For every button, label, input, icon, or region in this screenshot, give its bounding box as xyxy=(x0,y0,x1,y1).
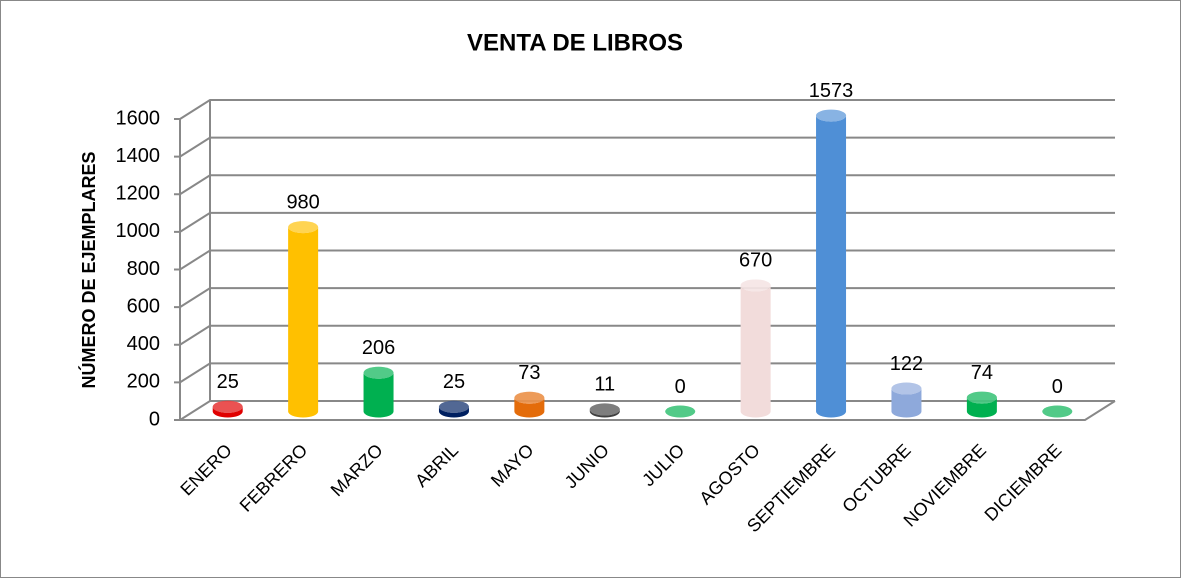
value-label: 0 xyxy=(1052,376,1063,398)
bar-top-shine xyxy=(665,405,696,418)
bar-body xyxy=(363,372,394,418)
y-tick-label: 1200 xyxy=(116,183,161,205)
bar-top-shine xyxy=(363,366,394,379)
grid-line xyxy=(179,99,1115,120)
bar xyxy=(438,400,469,418)
bar-body xyxy=(589,409,620,418)
bar xyxy=(816,109,847,418)
bar-body xyxy=(891,388,922,418)
bar-body xyxy=(816,115,847,418)
value-label: 122 xyxy=(890,353,923,375)
value-label: 670 xyxy=(739,250,772,272)
bar-body xyxy=(438,406,469,418)
y-tick-label: 600 xyxy=(127,295,160,317)
bar-top xyxy=(438,400,469,413)
value-label: 11 xyxy=(594,374,615,396)
bar-top-shine xyxy=(891,382,922,395)
value-label: 206 xyxy=(362,337,395,359)
bar xyxy=(514,391,545,418)
bar-top xyxy=(514,391,545,404)
y-tick-label: 1600 xyxy=(116,107,161,129)
bar-top-shine xyxy=(589,403,620,416)
grid-line xyxy=(179,362,1115,384)
y-tick-label: 400 xyxy=(127,333,160,355)
bar xyxy=(212,400,243,418)
bar xyxy=(1042,405,1073,418)
bar-top xyxy=(966,391,997,404)
grid-line xyxy=(179,136,1115,158)
y-tick-label: 1000 xyxy=(116,220,161,242)
y-tick-label: 1400 xyxy=(116,145,161,167)
grid-line xyxy=(179,324,1115,346)
value-label: 980 xyxy=(286,191,319,213)
y-tick-label: 800 xyxy=(127,258,160,280)
value-label: 74 xyxy=(971,362,993,384)
bar-top-shine xyxy=(212,400,243,413)
grid-line xyxy=(179,249,1115,271)
y-axis-label: NÚMERO DE EJEMPLARES xyxy=(78,151,99,388)
value-label: 1573 xyxy=(809,80,854,102)
bar xyxy=(363,366,394,418)
floor-line xyxy=(180,400,1116,421)
bar xyxy=(740,279,771,418)
bar-top xyxy=(589,403,620,416)
bar-top-shine xyxy=(740,279,771,292)
grid-line xyxy=(179,174,1115,196)
grid-line xyxy=(179,211,1115,233)
bar-top xyxy=(212,400,243,413)
bar-top-shine xyxy=(1042,405,1073,418)
bar xyxy=(966,391,997,418)
y-tick-label: 200 xyxy=(127,371,160,393)
value-label: 25 xyxy=(443,371,465,393)
bar-body xyxy=(514,397,545,418)
bar-top-shine xyxy=(966,391,997,404)
bar xyxy=(891,382,922,418)
bar-top xyxy=(816,109,847,122)
bar-top xyxy=(1042,405,1073,418)
value-label: 0 xyxy=(675,376,686,398)
chart-title: VENTA DE LIBROS xyxy=(467,29,683,56)
grid-line xyxy=(179,287,1115,308)
y-tick-label: 0 xyxy=(149,408,160,430)
bar-body xyxy=(212,406,243,418)
bar-top xyxy=(891,382,922,395)
bar-body xyxy=(740,285,771,418)
bar-body xyxy=(966,397,997,418)
bar-top xyxy=(363,366,394,379)
grid-line xyxy=(179,400,1115,421)
value-label: 25 xyxy=(217,371,239,393)
bar-top-shine xyxy=(816,109,847,122)
bar-top-shine xyxy=(438,400,469,413)
bar-top-shine xyxy=(514,391,545,404)
bar xyxy=(665,405,696,418)
bar-top xyxy=(740,279,771,292)
bar xyxy=(589,403,620,418)
bar-top xyxy=(665,405,696,418)
bar-top-shine xyxy=(288,221,319,234)
value-label: 73 xyxy=(518,362,540,384)
bar-top xyxy=(288,221,319,234)
bar xyxy=(288,221,319,418)
bar-body xyxy=(288,227,319,418)
